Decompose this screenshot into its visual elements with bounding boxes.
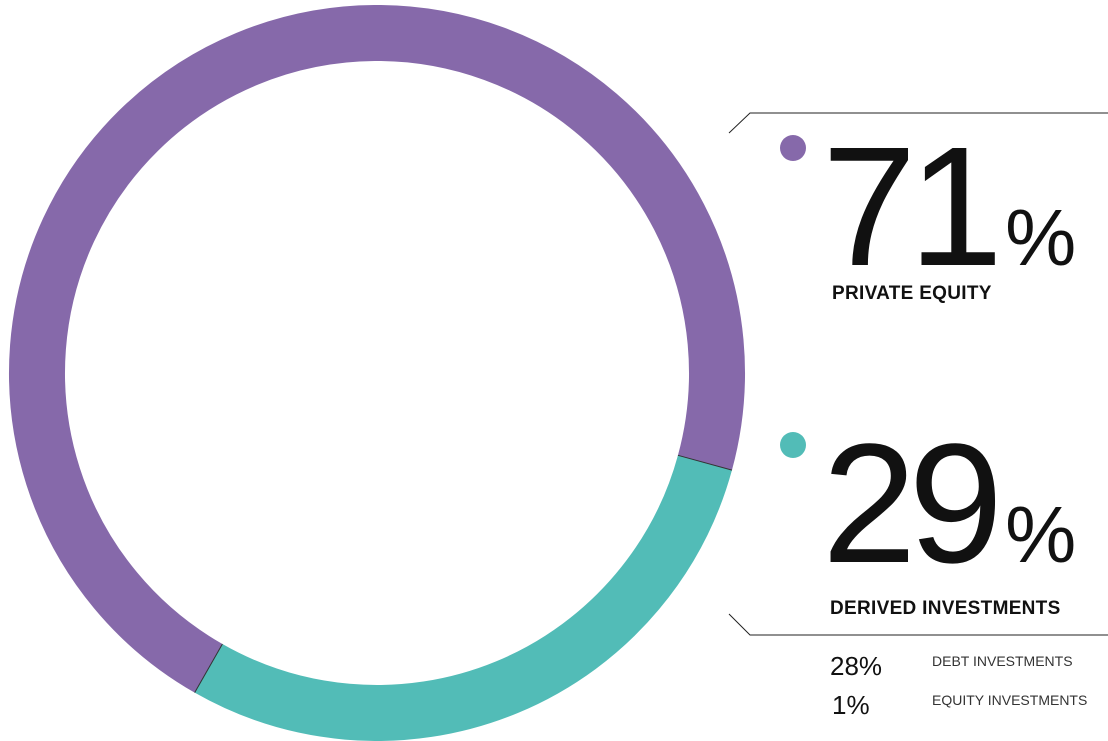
bracket-bottom — [728, 613, 1108, 636]
category-label: DERIVED INVESTMENTS — [830, 598, 1061, 619]
unit: % — [859, 651, 882, 681]
segment-separator — [677, 454, 733, 471]
legend-dot — [780, 432, 806, 458]
value: 71 — [822, 112, 996, 302]
unit: % — [1005, 490, 1074, 579]
bracket-top — [728, 112, 1108, 134]
breakdown-value: 28% — [830, 651, 882, 681]
donut — [9, 5, 745, 741]
unit: % — [846, 690, 869, 720]
breakdown-label: DEBT INVESTMENTS — [932, 653, 1073, 669]
breakdown-label: EQUITY INVESTMENTS — [932, 692, 1087, 708]
donut-segment — [194, 455, 732, 741]
value-label: 29% — [822, 409, 1074, 599]
value: 28 — [830, 651, 859, 681]
value: 1 — [832, 690, 846, 720]
unit: % — [1005, 193, 1074, 282]
breakdown-value: 1% — [832, 690, 870, 720]
category-label: PRIVATE EQUITY — [832, 283, 992, 304]
legend-dot — [780, 135, 806, 161]
value-label: 71% — [822, 112, 1074, 302]
donut-segment — [9, 5, 745, 693]
segment-separator — [194, 643, 223, 693]
value: 29 — [822, 409, 996, 599]
